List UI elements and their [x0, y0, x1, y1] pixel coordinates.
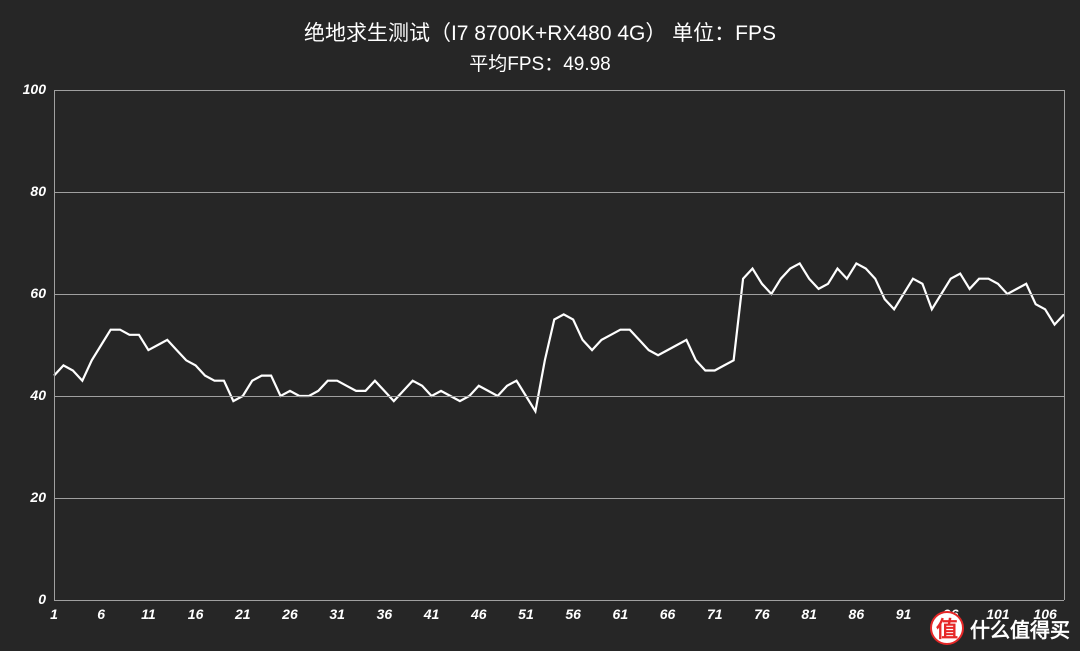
gridline-h: [54, 600, 1064, 601]
x-tick-label: 1: [39, 606, 69, 622]
gridline-h: [54, 498, 1064, 499]
gridline-v: [1064, 90, 1065, 600]
x-tick-label: 81: [794, 606, 824, 622]
series-fps: [54, 263, 1064, 411]
x-tick-label: 66: [653, 606, 683, 622]
chart-subtitle: 平均FPS：49.98: [0, 52, 1080, 78]
gridline-h: [54, 192, 1064, 193]
watermark-text: 什么值得买: [970, 614, 1070, 643]
chart-page: 绝地求生测试（I7 8700K+RX480 4G） 单位：FPS 平均FPS：4…: [0, 0, 1080, 651]
y-tick-label: 60: [6, 285, 46, 301]
x-tick-label: 36: [369, 606, 399, 622]
x-tick-label: 6: [86, 606, 116, 622]
x-tick-label: 31: [322, 606, 352, 622]
y-tick-label: 100: [6, 81, 46, 97]
x-tick-label: 16: [181, 606, 211, 622]
watermark: 值 什么值得买: [930, 611, 1070, 645]
y-tick-label: 80: [6, 183, 46, 199]
y-tick-label: 40: [6, 387, 46, 403]
x-tick-label: 86: [841, 606, 871, 622]
x-tick-label: 56: [558, 606, 588, 622]
x-tick-label: 76: [747, 606, 777, 622]
chart-title: 绝地求生测试（I7 8700K+RX480 4G） 单位：FPS: [0, 20, 1080, 48]
x-tick-label: 41: [417, 606, 447, 622]
gridline-h: [54, 90, 1064, 91]
y-tick-label: 0: [6, 591, 46, 607]
watermark-badge-icon: 值: [930, 611, 964, 645]
x-tick-label: 26: [275, 606, 305, 622]
y-tick-label: 20: [6, 489, 46, 505]
x-tick-label: 46: [464, 606, 494, 622]
plot-area: 0204060801001611162126313641465156616671…: [54, 90, 1064, 600]
gridline-v: [54, 90, 55, 600]
x-tick-label: 51: [511, 606, 541, 622]
gridline-h: [54, 294, 1064, 295]
x-tick-label: 11: [133, 606, 163, 622]
x-tick-label: 71: [700, 606, 730, 622]
x-tick-label: 21: [228, 606, 258, 622]
x-tick-label: 91: [889, 606, 919, 622]
gridline-h: [54, 396, 1064, 397]
fps-line: [54, 90, 1064, 600]
x-tick-label: 61: [605, 606, 635, 622]
